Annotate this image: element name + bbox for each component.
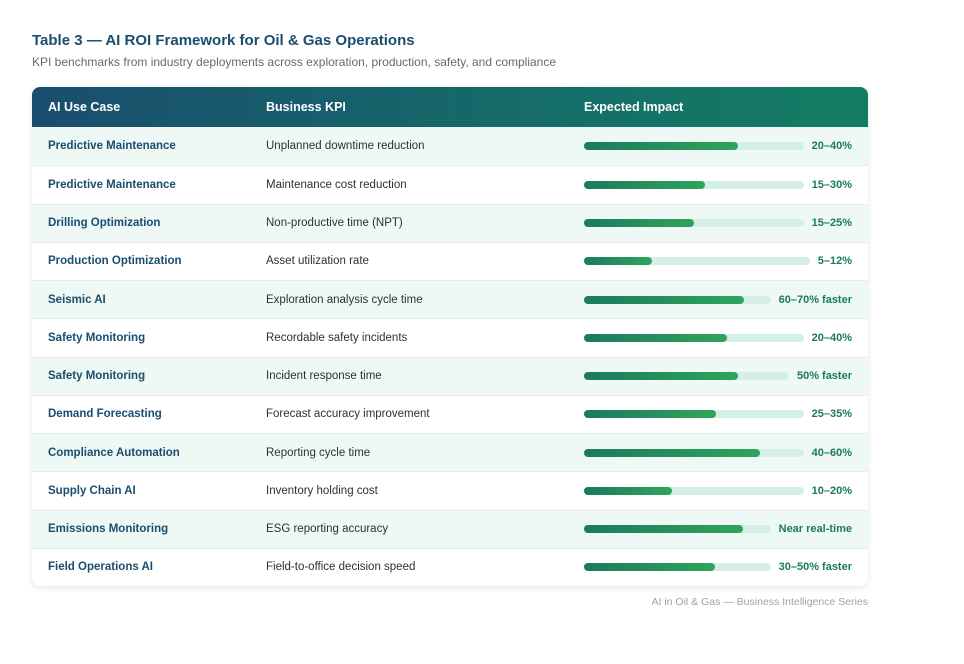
impact-cell: 5–12% [584, 255, 868, 267]
impact-bar-track [584, 219, 804, 228]
kpi-cell: ESG reporting accuracy [266, 523, 389, 536]
table-row: Safety Monitoring Incident response time 5… [32, 356, 868, 395]
use-case-cell: Compliance Automation [48, 446, 180, 459]
impact-bar-fill [584, 219, 694, 228]
footer-credit: AI in Oil & Gas — Business Intelligence … [651, 596, 868, 608]
use-case-cell: Seismic AI [48, 293, 106, 306]
impact-bar-fill [584, 180, 705, 189]
impact-bar-fill [584, 295, 745, 304]
table-row: Predictive Maintenance Unplanned downtime… [32, 127, 868, 166]
table-body: Predictive Maintenance Unplanned downtime… [32, 127, 868, 586]
impact-bar-track [584, 525, 771, 534]
use-case-cell: Production Optimization [48, 255, 182, 268]
use-case-cell: Field Operations AI [48, 561, 154, 574]
kpi-cell: Exploration analysis cycle time [266, 293, 423, 306]
table-subtitle: KPI benchmarks from industry deployments… [32, 55, 557, 69]
impact-value: 50% faster [796, 370, 852, 383]
kpi-cell: Incident response time [266, 370, 382, 383]
impact-cell: 25–35% [584, 408, 868, 420]
kpi-cell: Recordable safety incidents [266, 331, 408, 344]
kpi-cell: Unplanned downtime reduction [266, 140, 425, 153]
kpi-cell: Inventory holding cost [266, 484, 378, 497]
impact-cell: 40–60% [584, 447, 868, 459]
impact-value: 30–50% faster [778, 561, 852, 574]
table-row: Seismic AI Exploration analysis cycle tim… [32, 280, 868, 319]
kpi-cell: Reporting cycle time [266, 446, 371, 459]
impact-bar-track [584, 486, 804, 495]
header-use-case: AI Use Case [48, 100, 121, 114]
table-row: Predictive Maintenance Maintenance cost r… [32, 165, 868, 203]
table-row: Compliance Automation Reporting cycle tim… [32, 433, 868, 472]
impact-value: Near real-time [778, 523, 852, 536]
impact-bar-fill [584, 372, 738, 381]
use-case-cell: Predictive Maintenance [48, 178, 176, 191]
table-row: Supply Chain AI Inventory holding cost 10–… [32, 471, 868, 509]
use-case-cell: Supply Chain AI [48, 484, 136, 497]
impact-bar-track [584, 563, 771, 572]
impact-value: 20–40% [811, 331, 852, 344]
impact-value: 10–20% [811, 484, 852, 497]
use-case-cell: Safety Monitoring [48, 370, 146, 383]
use-case-cell: Predictive Maintenance [48, 140, 176, 153]
table-row: Drilling Optimization Non-productive time… [32, 203, 868, 242]
header-business-kpi: Business KPI [266, 100, 346, 114]
use-case-cell: Emissions Monitoring [48, 523, 169, 536]
impact-cell: 30–50% faster [584, 561, 868, 573]
impact-cell: 50% faster [584, 370, 868, 382]
impact-value: 40–60% [811, 446, 852, 459]
impact-value: 15–25% [811, 217, 852, 230]
kpi-cell: Non-productive time (NPT) [266, 217, 403, 230]
impact-value: 60–70% faster [778, 293, 852, 306]
table-header: AI Use Case Business KPI Expected Impact [32, 87, 868, 127]
use-case-cell: Demand Forecasting [48, 408, 162, 421]
impact-bar-fill [584, 142, 738, 151]
impact-bar-fill [584, 563, 715, 572]
roi-table: AI Use Case Business KPI Expected Impact… [32, 87, 868, 586]
impact-bar-track [584, 257, 810, 266]
impact-bar-track [584, 410, 804, 419]
impact-value: 20–40% [811, 140, 852, 153]
table-row: Emissions Monitoring ESG reporting accura… [32, 509, 868, 548]
kpi-cell: Forecast accuracy improvement [266, 408, 430, 421]
kpi-cell: Field-to-office decision speed [266, 561, 416, 574]
impact-cell: Near real-time [584, 523, 868, 535]
impact-cell: 20–40% [584, 332, 868, 344]
use-case-cell: Safety Monitoring [48, 331, 146, 344]
table-row: Safety Monitoring Recordable safety incid… [32, 318, 868, 356]
impact-bar-fill [584, 257, 652, 266]
header-expected-impact: Expected Impact [584, 100, 684, 114]
impact-bar-track [584, 372, 789, 381]
impact-cell: 20–40% [584, 140, 868, 152]
impact-bar-track [584, 333, 804, 342]
impact-bar-track [584, 142, 804, 151]
impact-bar-fill [584, 410, 716, 419]
impact-cell: 60–70% faster [584, 294, 868, 306]
table-row: Production Optimization Asset utilization… [32, 241, 868, 280]
impact-cell: 15–25% [584, 217, 868, 229]
kpi-cell: Maintenance cost reduction [266, 178, 407, 191]
kpi-cell: Asset utilization rate [266, 255, 369, 268]
impact-bar-track [584, 180, 804, 189]
use-case-cell: Drilling Optimization [48, 217, 161, 230]
table-row: Demand Forecasting Forecast accuracy impr… [32, 394, 868, 433]
impact-bar-fill [584, 333, 727, 342]
impact-cell: 15–30% [584, 179, 868, 191]
impact-value: 5–12% [817, 255, 852, 268]
impact-value: 25–35% [811, 408, 852, 421]
impact-cell: 10–20% [584, 485, 868, 497]
impact-bar-fill [584, 525, 743, 534]
impact-bar-fill [584, 448, 760, 457]
table-row: Field Operations AI Field-to-office decis… [32, 547, 868, 586]
table-title: Table 3 — AI ROI Framework for Oil & Gas… [32, 32, 415, 49]
impact-bar-fill [584, 486, 672, 495]
impact-bar-track [584, 295, 771, 304]
impact-bar-track [584, 448, 804, 457]
impact-value: 15–30% [811, 178, 852, 191]
